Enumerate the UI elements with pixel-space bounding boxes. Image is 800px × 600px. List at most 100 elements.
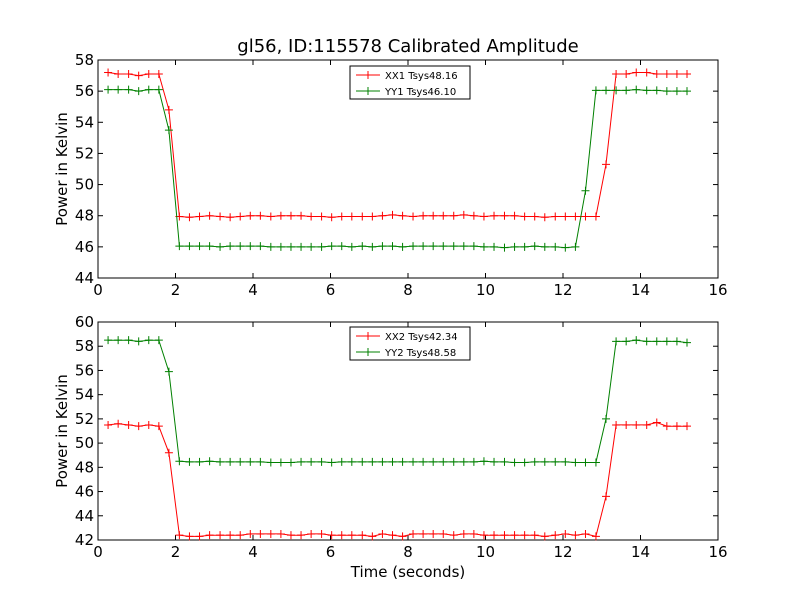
y-tick-label: 48 [75,458,94,476]
data-point [358,531,367,540]
data-point [327,458,336,467]
data-point [327,213,336,222]
data-point [571,531,580,540]
data-point [459,457,468,466]
legend-label: YY1 Tsys46.10 [384,87,456,98]
data-point [327,531,336,540]
data-point [449,457,458,466]
data-point [500,457,509,466]
data-point [429,211,438,220]
data-point [510,531,519,540]
data-point [205,242,214,251]
y-tick-label: 50 [75,176,94,194]
x-tick-label: 6 [326,543,336,561]
data-point [114,336,123,345]
y-tick-label: 48 [75,207,94,225]
data-point [672,337,681,346]
data-point [612,420,621,429]
y-tick-label: 54 [75,386,94,404]
data-point [419,457,428,466]
legend-label: XX2 Tsys42.34 [385,332,458,343]
data-point [154,336,163,345]
y-tick-label: 56 [75,361,94,379]
data-point [662,422,671,431]
data-point [368,532,377,541]
data-point [104,336,113,345]
data-point [632,68,641,77]
data-point [540,242,549,251]
legend-marker [364,348,372,356]
data-point [622,70,631,79]
data-point [530,531,539,540]
data-point [164,448,173,457]
data-point [409,242,418,251]
x-tick-label: 12 [553,543,572,561]
data-point [388,531,397,540]
x-tick-label: 16 [708,543,727,561]
data-point [672,87,681,96]
data-point [256,529,265,538]
y-tick-label: 50 [75,434,94,452]
data-point [469,529,478,538]
data-point [266,458,275,467]
x-tick-label: 10 [476,281,495,299]
data-point [246,457,255,466]
data-point [602,160,611,169]
legend: XX1 Tsys48.16 YY1 Tsys46.10 [349,65,471,100]
data-point [439,242,448,251]
data-point [429,457,438,466]
data-point [226,457,235,466]
data-point [317,457,326,466]
data-point [419,211,428,220]
data-point [642,337,651,346]
x-tick-label: 16 [708,281,727,299]
data-point [175,457,184,466]
data-point [378,211,387,220]
data-point [591,212,600,221]
data-point [226,242,235,251]
data-point [551,242,560,251]
y-tick-label: 46 [75,483,94,501]
data-point [236,531,245,540]
data-point [154,70,163,79]
data-point [286,458,295,467]
data-point [409,529,418,538]
series-line-2 [108,89,687,249]
data-point [388,210,397,219]
data-point [216,212,225,221]
data-point [347,531,356,540]
y-tick-label: 56 [75,82,94,100]
data-point [500,243,509,252]
data-point [591,532,600,541]
data-point [520,212,529,221]
data-point [195,532,204,541]
data-point [286,531,295,540]
data-point [154,85,163,94]
data-point [561,529,570,538]
data-point [449,242,458,251]
y-tick-label: 60 [75,313,94,331]
data-point [185,532,194,541]
data-point [500,531,509,540]
data-point [317,212,326,221]
data-point [490,242,499,251]
data-point [429,242,438,251]
data-point [602,86,611,95]
data-point [622,420,631,429]
data-point [510,242,519,251]
data-point [286,211,295,220]
legend-marker [364,87,372,95]
data-point [581,458,590,467]
data-point [449,531,458,540]
y-tick-label: 44 [75,269,94,287]
data-point [510,458,519,467]
data-point [307,457,316,466]
data-point [358,242,367,251]
data-point [429,529,438,538]
data-point [266,242,275,251]
data-point [398,532,407,541]
data-point [236,242,245,251]
data-point [622,337,631,346]
